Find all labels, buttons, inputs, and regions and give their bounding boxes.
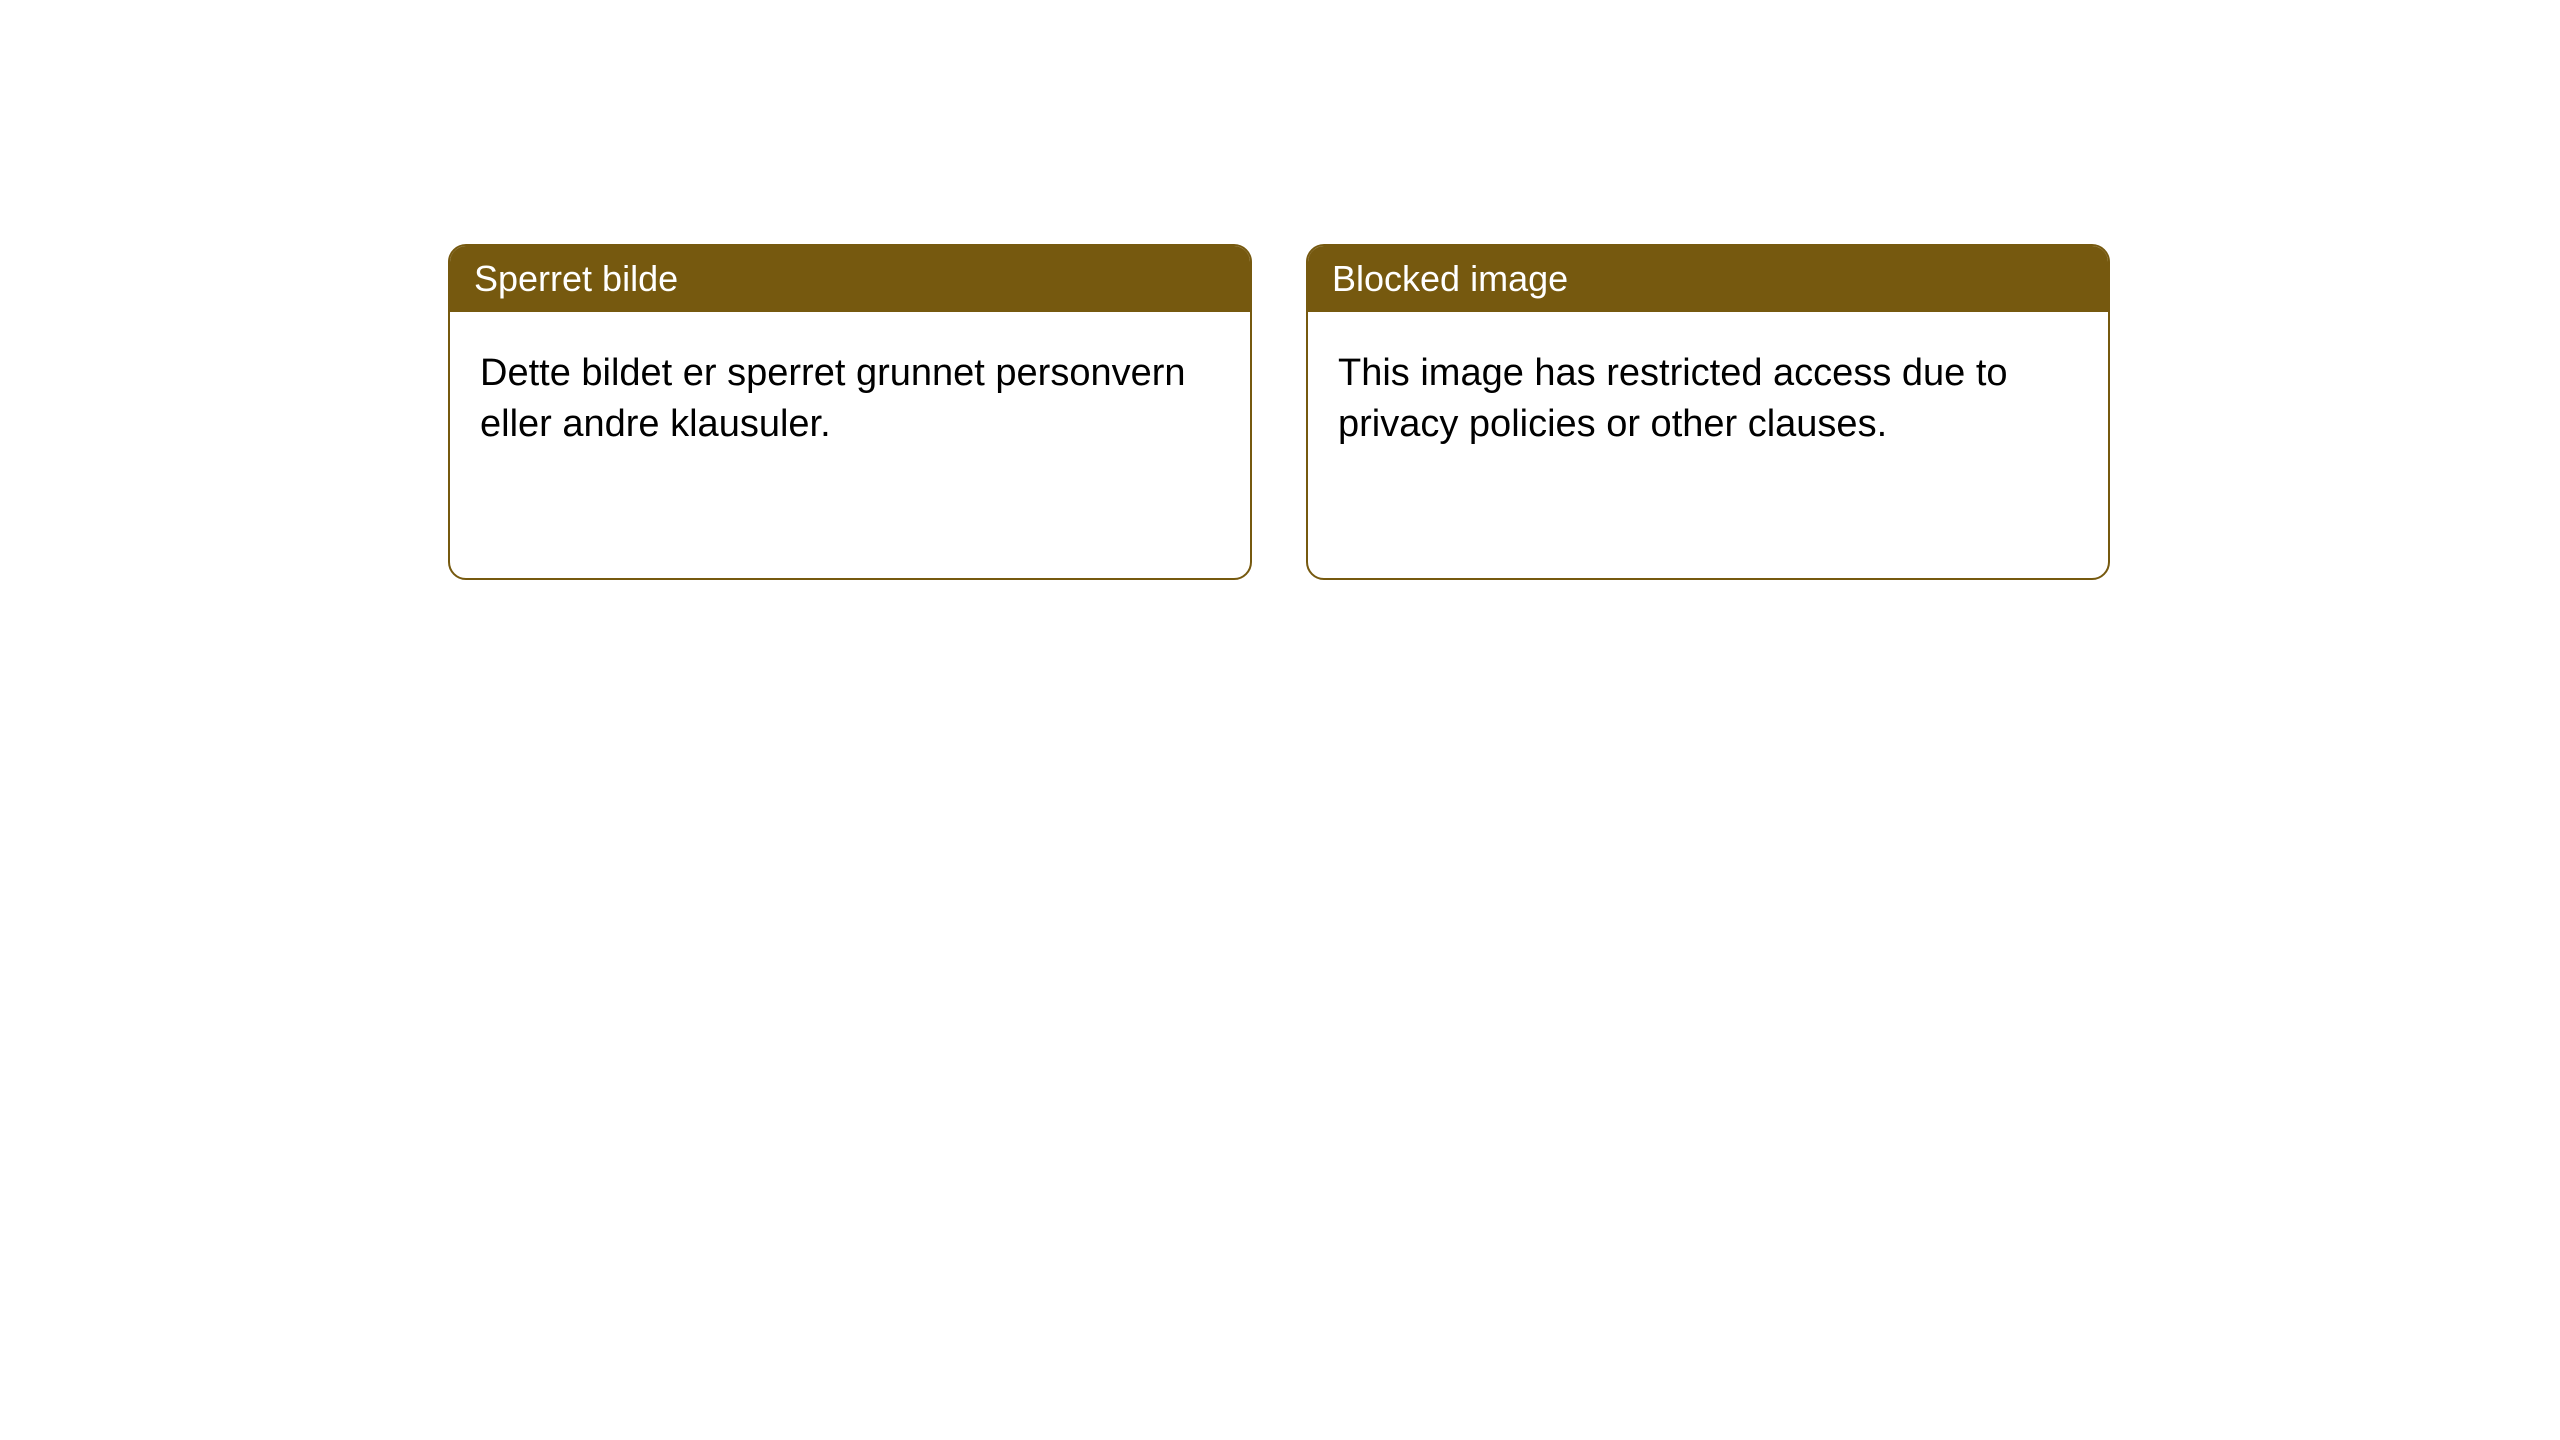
notice-text: This image has restricted access due to … (1338, 352, 2008, 445)
notice-body: This image has restricted access due to … (1308, 312, 2108, 487)
notice-text: Dette bildet er sperret grunnet personve… (480, 352, 1186, 445)
notice-card-english: Blocked image This image has restricted … (1306, 244, 2110, 580)
notice-card-norwegian: Sperret bilde Dette bildet er sperret gr… (448, 244, 1252, 580)
notice-header: Blocked image (1308, 246, 2108, 312)
notice-body: Dette bildet er sperret grunnet personve… (450, 312, 1250, 487)
notice-title: Sperret bilde (474, 258, 678, 299)
notice-title: Blocked image (1332, 258, 1568, 299)
notice-container: Sperret bilde Dette bildet er sperret gr… (448, 244, 2110, 580)
notice-header: Sperret bilde (450, 246, 1250, 312)
